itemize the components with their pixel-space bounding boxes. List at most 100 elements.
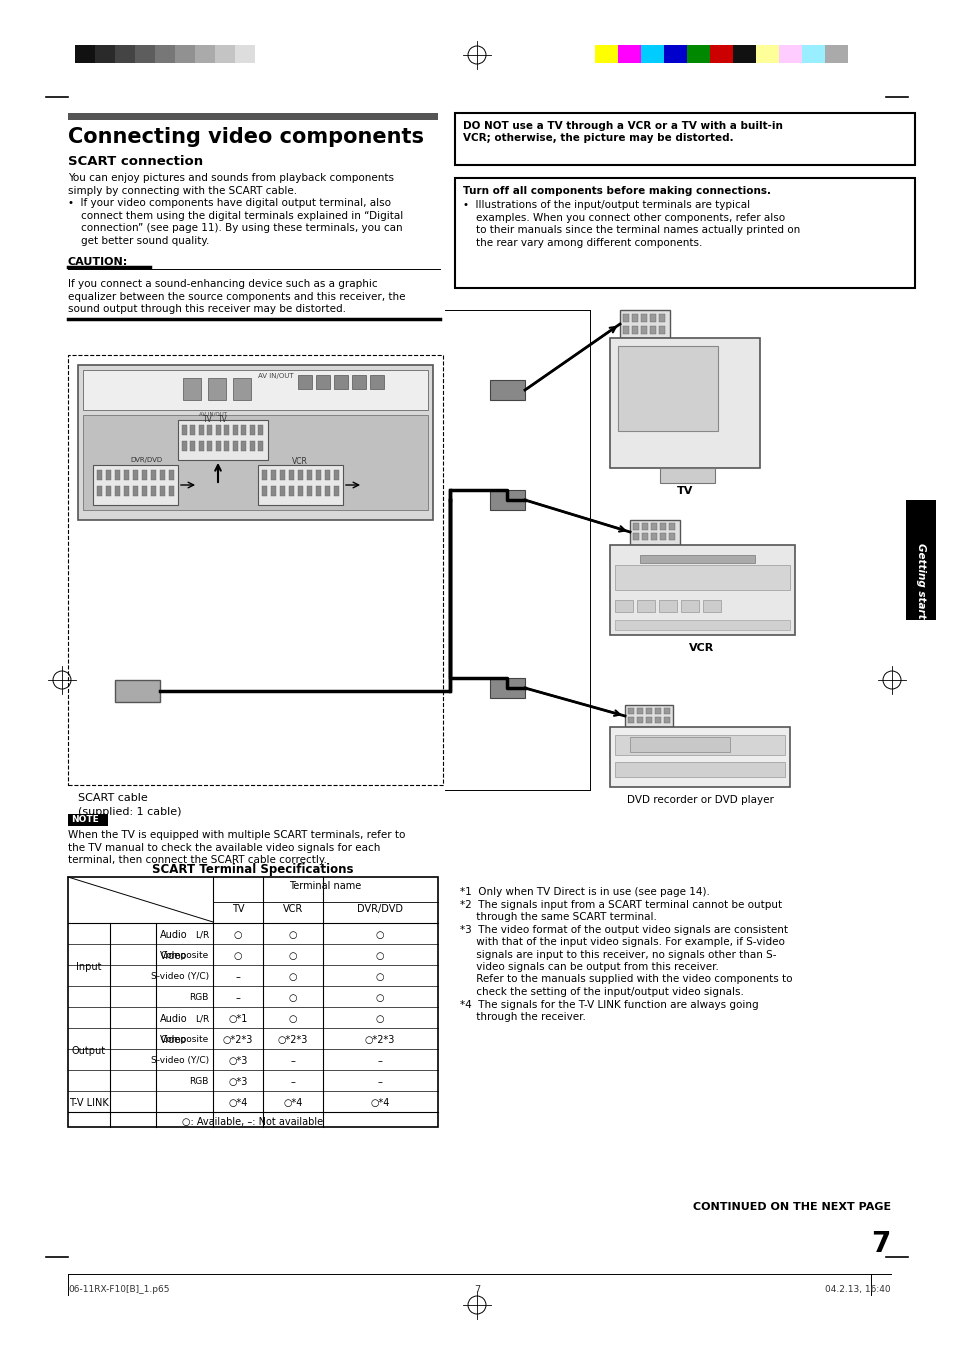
Bar — [659, 468, 714, 483]
Text: Output: Output — [71, 1046, 106, 1055]
Text: Audio: Audio — [160, 930, 188, 940]
Text: •  Illustrations of the input/output terminals are typical: • Illustrations of the input/output term… — [462, 200, 749, 210]
Bar — [258, 441, 263, 451]
Bar — [97, 486, 102, 497]
Text: sound output through this receiver may be distorted.: sound output through this receiver may b… — [68, 304, 346, 314]
Bar — [624, 705, 672, 727]
Bar — [609, 727, 789, 787]
Bar — [702, 599, 720, 612]
Bar — [115, 45, 135, 64]
Bar — [208, 377, 226, 400]
Bar — [490, 678, 524, 698]
Bar — [627, 708, 634, 714]
Bar — [297, 469, 303, 480]
Text: DVR/DVD: DVR/DVD — [130, 457, 162, 463]
Text: Composite: Composite — [161, 951, 209, 961]
Bar — [199, 441, 204, 451]
Bar — [234, 45, 254, 64]
Text: Video: Video — [160, 951, 187, 961]
Text: DVR/DVD: DVR/DVD — [356, 904, 402, 915]
Text: L/R: L/R — [194, 930, 209, 939]
Text: to their manuals since the terminal names actually printed on: to their manuals since the terminal name… — [462, 225, 800, 235]
Text: When the TV is equipped with multiple SCART terminals, refer to: When the TV is equipped with multiple SC… — [68, 829, 405, 840]
Bar — [655, 717, 660, 723]
Bar — [78, 365, 433, 520]
Bar — [615, 566, 789, 590]
Bar — [618, 45, 640, 64]
Text: T-V LINK: T-V LINK — [69, 1099, 109, 1108]
Text: simply by connecting with the SCART cable.: simply by connecting with the SCART cabl… — [68, 185, 296, 195]
Bar — [615, 735, 784, 755]
Text: ○: ○ — [375, 1013, 384, 1024]
Text: through the receiver.: through the receiver. — [459, 1012, 585, 1022]
Bar — [352, 375, 366, 390]
Bar — [650, 524, 657, 530]
Bar — [455, 114, 914, 165]
Bar — [115, 486, 120, 497]
Text: VCR: VCR — [283, 904, 303, 915]
Text: SCART cable: SCART cable — [78, 793, 148, 802]
Text: TV: TV — [203, 415, 213, 423]
Bar — [183, 377, 201, 400]
Bar — [191, 425, 195, 436]
Bar — [629, 737, 729, 752]
Text: ○*2*3: ○*2*3 — [277, 1035, 308, 1045]
Bar — [307, 469, 312, 480]
Bar — [92, 465, 178, 505]
Text: CAUTION:: CAUTION: — [68, 257, 128, 267]
Text: RGB: RGB — [190, 1077, 209, 1086]
Text: Terminal name: Terminal name — [289, 881, 361, 892]
Text: ○: ○ — [289, 930, 297, 940]
Text: ○: ○ — [375, 951, 384, 961]
Bar — [83, 369, 428, 410]
Text: –: – — [291, 1077, 295, 1086]
Bar — [633, 533, 639, 540]
Text: –: – — [377, 1055, 382, 1066]
Bar — [124, 486, 129, 497]
Text: CONTINUED ON THE NEXT PAGE: CONTINUED ON THE NEXT PAGE — [692, 1201, 890, 1212]
Text: 7: 7 — [474, 1285, 479, 1295]
Text: video signals can be output from this receiver.: video signals can be output from this re… — [459, 962, 719, 971]
Text: DO NOT use a TV through a VCR or a TV with a built-in
VCR; otherwise, the pictur: DO NOT use a TV through a VCR or a TV wi… — [462, 120, 782, 142]
Text: ○*4: ○*4 — [370, 1099, 389, 1108]
Bar — [779, 45, 801, 64]
Text: Composite: Composite — [161, 1035, 209, 1045]
Bar — [659, 314, 664, 322]
Bar — [663, 45, 686, 64]
Bar — [618, 346, 718, 432]
Text: •  If your video components have digital output terminal, also: • If your video components have digital … — [68, 198, 391, 208]
Bar — [645, 717, 651, 723]
Text: 7: 7 — [871, 1230, 890, 1258]
Text: Getting started: Getting started — [915, 543, 925, 633]
Text: –: – — [377, 1077, 382, 1086]
Bar — [68, 114, 437, 120]
Bar — [250, 441, 254, 451]
Bar — [755, 45, 779, 64]
Text: –: – — [235, 993, 240, 1003]
Bar — [649, 326, 656, 334]
Text: check the setting of the input/output video signals.: check the setting of the input/output vi… — [459, 986, 743, 997]
Text: *2  The signals input from a SCART terminal cannot be output: *2 The signals input from a SCART termin… — [459, 900, 781, 909]
Bar — [262, 469, 267, 480]
Bar — [640, 45, 663, 64]
Bar — [315, 375, 330, 390]
Bar — [631, 314, 638, 322]
Bar — [645, 708, 651, 714]
Text: VCR: VCR — [292, 457, 308, 465]
Bar — [732, 45, 755, 64]
Bar — [663, 708, 669, 714]
Bar — [106, 486, 111, 497]
Text: L/R: L/R — [194, 1013, 209, 1023]
Bar — [75, 45, 95, 64]
Text: signals are input to this receiver, no signals other than S-: signals are input to this receiver, no s… — [459, 950, 776, 959]
Bar — [686, 45, 709, 64]
Bar — [68, 354, 442, 785]
Text: You can enjoy pictures and sounds from playback components: You can enjoy pictures and sounds from p… — [68, 173, 394, 183]
Bar — [641, 524, 647, 530]
Bar — [233, 425, 237, 436]
Circle shape — [132, 384, 144, 396]
Text: connection” (see page 11). By using these terminals, you can: connection” (see page 11). By using thes… — [68, 223, 402, 233]
Bar — [801, 45, 824, 64]
Bar — [622, 314, 628, 322]
Bar — [214, 45, 234, 64]
